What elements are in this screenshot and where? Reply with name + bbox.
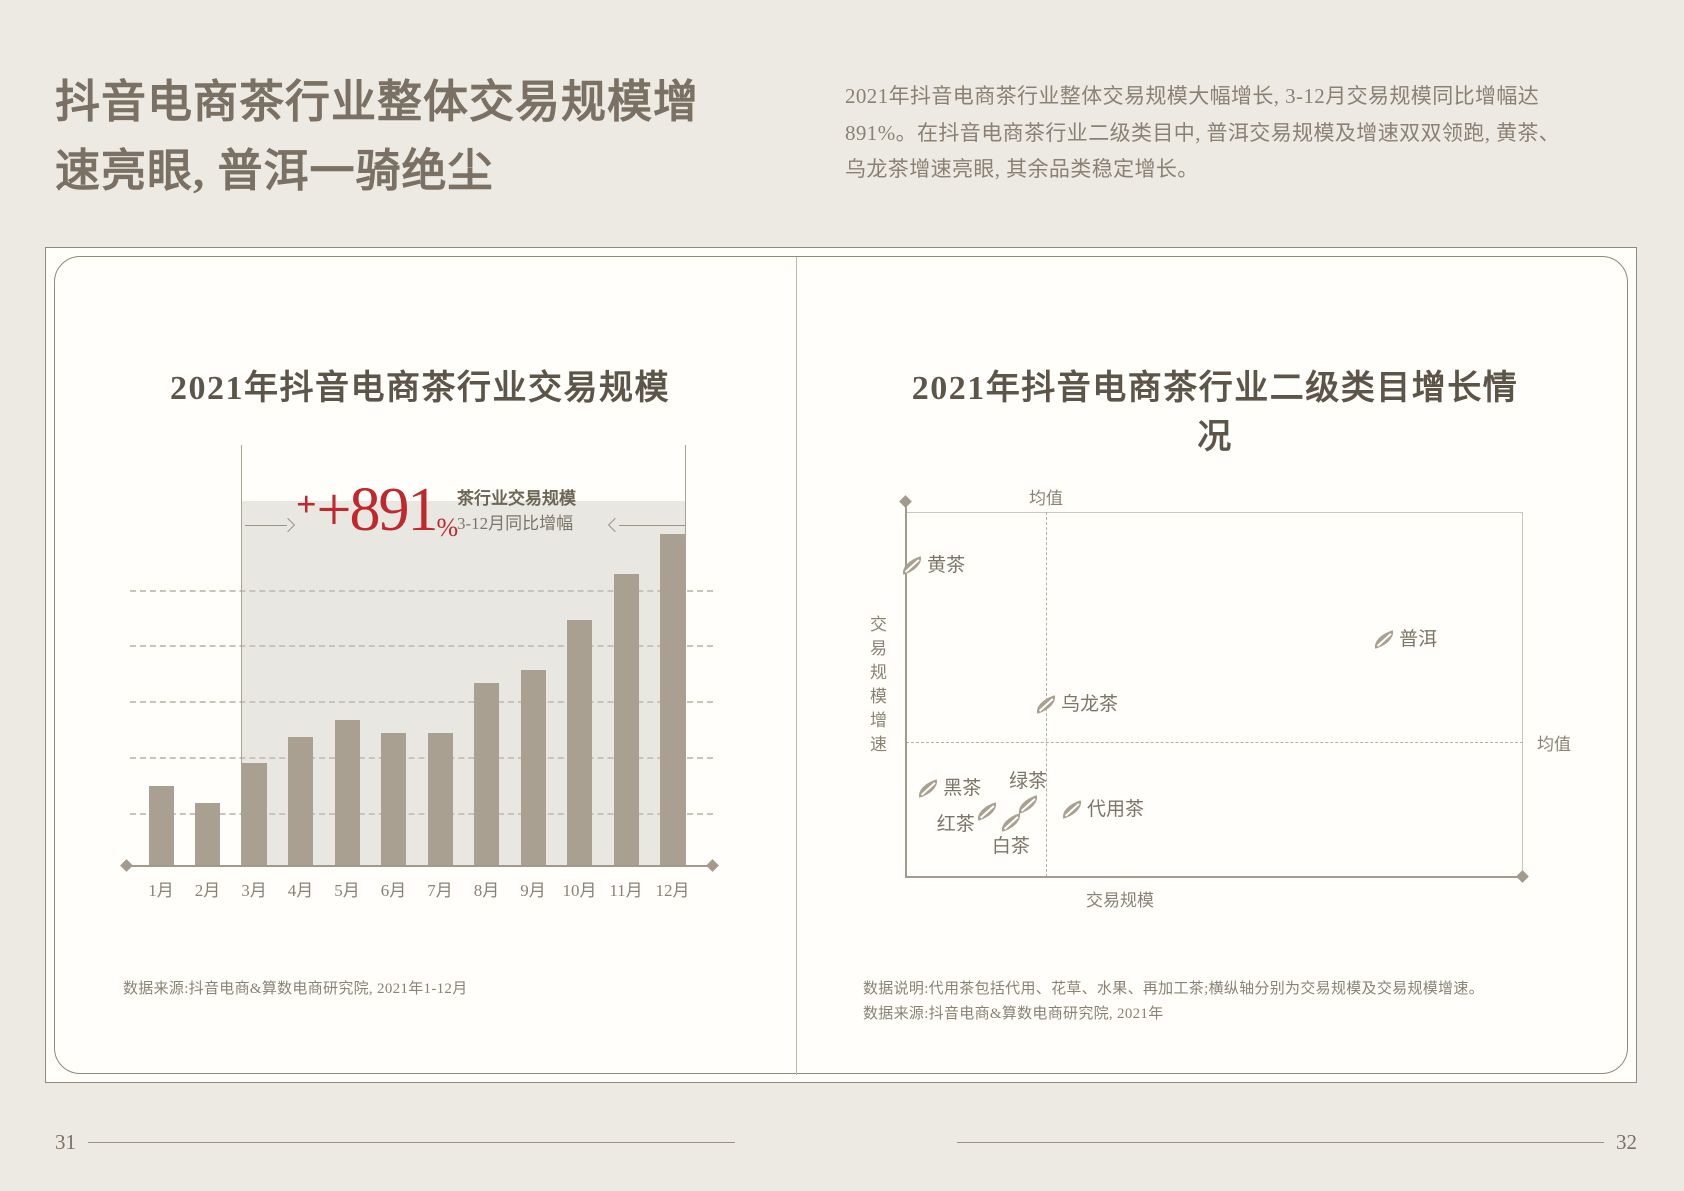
intro-paragraph: 2021年抖音电商茶行业整体交易规模大幅增长, 3-12月交易规模同比增幅达89…: [845, 84, 1561, 182]
bar-x-axis: [127, 865, 713, 867]
point-label: 绿茶: [1009, 771, 1048, 793]
annotation-arrow-right-line: [619, 525, 685, 526]
month-label: 3月: [241, 881, 267, 900]
bar: [241, 763, 267, 866]
annotation-plus-sign: +: [296, 484, 317, 524]
page-title-line-1: 抖音电商茶行业整体交易规模增: [55, 77, 700, 128]
bar: [288, 736, 313, 866]
bar-chart-source-note: 数据来源:抖音电商&算数电商研究院, 2021年1-12月: [123, 981, 468, 997]
month-label: 7月: [427, 881, 453, 900]
scatter-top-border: [906, 512, 1523, 513]
bar: [148, 786, 174, 866]
annotation-arrow-left-line: [245, 525, 287, 526]
point-label: 黑茶: [943, 778, 982, 800]
growth-annotation: ++891% 茶行业交易规模 3-12月同比增幅: [243, 478, 685, 550]
point-label: 普洱: [1399, 629, 1438, 651]
mean-line-horizontal: [906, 741, 1523, 743]
page-number-right: 32: [1616, 1129, 1637, 1154]
gridline: [130, 813, 713, 815]
scatter-y-axis-title: 交易规模增速: [867, 615, 886, 759]
scatter-x-axis: [905, 876, 1524, 878]
month-label: 11月: [609, 881, 643, 900]
month-label: 9月: [520, 881, 546, 900]
bar: [427, 733, 453, 866]
month-label: 2月: [194, 881, 221, 900]
scatter-chart-title: 2021年抖音电商茶行业二级类目增长情况: [911, 370, 1519, 457]
bar: [660, 534, 685, 866]
highlight-band: [241, 501, 685, 866]
point-label: 黄茶: [927, 555, 966, 577]
page-title: 抖音电商茶行业整体交易规模增 速亮眼, 普洱一骑绝尘: [55, 68, 835, 205]
month-label: 5月: [334, 881, 360, 900]
bar: [567, 620, 592, 866]
page-title-line-2: 速亮眼, 普洱一骑绝尘: [55, 145, 494, 196]
footer-rule-left: [88, 1141, 735, 1143]
month-label: 8月: [473, 881, 500, 900]
scatter-note-description: 数据说明:代用茶包括代用、花草、水果、再加工茶;横纵轴分别为交易规模及交易规模增…: [863, 981, 1484, 997]
gridline: [130, 645, 713, 647]
range-line-march: [241, 445, 242, 866]
scatter-right-border: [1522, 512, 1523, 877]
month-label: 4月: [287, 881, 314, 900]
month-label: 6月: [380, 881, 407, 900]
mean-label-top: 均值: [1029, 489, 1064, 508]
page-number-left: 31: [55, 1129, 76, 1154]
arrow-right-icon: [280, 517, 296, 533]
annotation-labels: 茶行业交易规模 3-12月同比增幅: [457, 490, 576, 532]
bar: [381, 733, 406, 866]
annotation-value: ++891%: [296, 479, 459, 543]
annotation-label-bold: 茶行业交易规模: [457, 489, 576, 508]
bar: [474, 683, 499, 866]
panel-divider: [796, 257, 797, 1075]
point-label: 乌龙茶: [1061, 694, 1119, 716]
scatter-x-axis-title: 交易规模: [1086, 891, 1154, 910]
point-label: 白茶: [991, 835, 1030, 857]
gridline: [130, 701, 713, 703]
range-line-december: [685, 445, 686, 866]
bar: [613, 573, 639, 866]
gridline: [130, 590, 713, 592]
scatter-y-axis: [905, 500, 907, 877]
month-label: 1月: [148, 881, 174, 900]
point-label: 代用茶: [1086, 798, 1144, 820]
gridline: [130, 757, 713, 759]
bar: [334, 719, 360, 866]
annotation-percent: %: [436, 513, 459, 542]
month-label: 12月: [655, 881, 690, 900]
mean-label-right: 均值: [1537, 734, 1571, 754]
footer-rule-right: [957, 1141, 1604, 1143]
point-label: 红茶: [936, 814, 975, 836]
annotation-digits: +891: [316, 476, 439, 544]
month-label: 10月: [562, 881, 597, 900]
footer: 31 32: [55, 1128, 1637, 1156]
bar-chart-title: 2021年抖音电商茶行业交易规模: [170, 370, 670, 408]
mean-line-vertical: [1046, 512, 1048, 877]
bar: [195, 802, 220, 866]
bar: [520, 670, 546, 866]
annotation-label-sub: 3-12月同比增幅: [457, 514, 574, 533]
ornamental-frame-inner-border: [54, 256, 1628, 1074]
scatter-note-source: 数据来源:抖音电商&算数电商研究院, 2021年: [863, 1006, 1164, 1022]
